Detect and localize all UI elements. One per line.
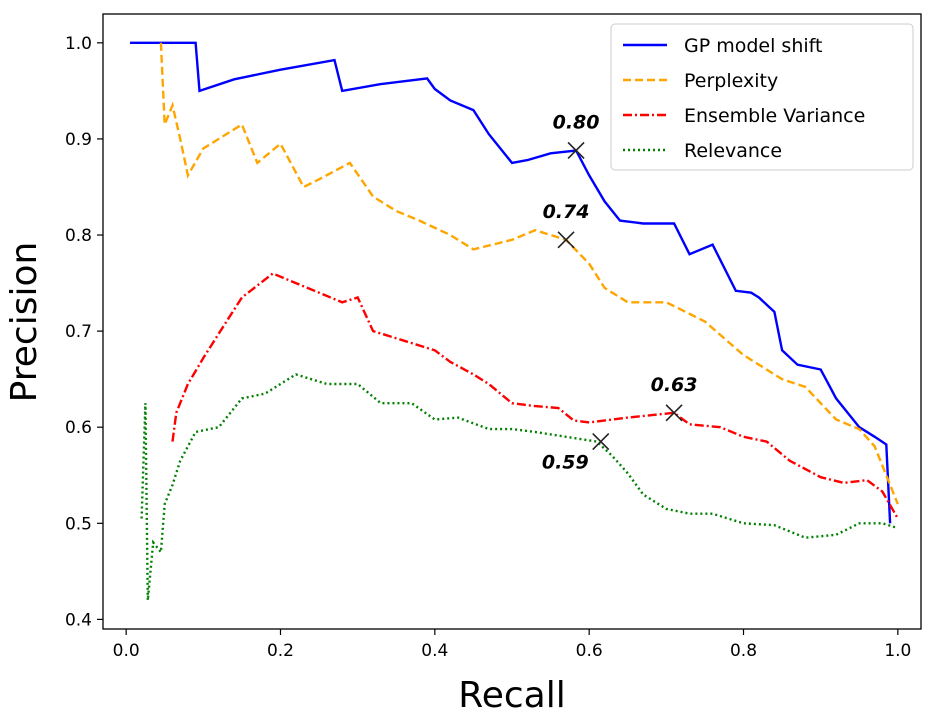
series-line-4 bbox=[140, 373, 899, 601]
plot-area bbox=[130, 41, 899, 601]
y-tick-label: 0.6 bbox=[65, 418, 92, 438]
series-line-2 bbox=[159, 42, 899, 505]
y-tick-label: 0.4 bbox=[65, 610, 92, 630]
legend-item-2: Perplexity bbox=[623, 70, 778, 92]
y-axis: 0.4 0.5 0.6 0.7 0.8 0.9 1.0 bbox=[65, 34, 103, 630]
legend-item-3: Ensemble Variance bbox=[623, 105, 865, 127]
legend-item-4: Relevance bbox=[623, 140, 782, 162]
x-tick-label: 0.2 bbox=[267, 641, 294, 661]
y-tick-label: 0.5 bbox=[65, 514, 92, 534]
legend-label: GP model shift bbox=[684, 35, 822, 57]
y-tick-label: 0.7 bbox=[65, 322, 92, 342]
marker-label: 0.80 bbox=[553, 111, 600, 133]
plot-frame bbox=[102, 13, 922, 630]
legend-label: Relevance bbox=[684, 140, 782, 162]
legend-label: Perplexity bbox=[684, 70, 778, 92]
annotation-markers: 0.80 0.74 0.63 0.59 bbox=[542, 111, 698, 473]
series-layer bbox=[130, 41, 899, 601]
x-tick-label: 0.8 bbox=[730, 641, 757, 661]
x-tick-label: 1.0 bbox=[884, 641, 911, 661]
x-tick-label: 0.4 bbox=[421, 641, 448, 661]
threshold-marker: 0.80 bbox=[553, 111, 600, 160]
series-line-3 bbox=[171, 272, 899, 520]
series-line-1 bbox=[130, 41, 892, 524]
legend-label: Ensemble Variance bbox=[684, 105, 865, 127]
x-tick-label: 0.6 bbox=[576, 641, 603, 661]
legend-item-1: GP model shift bbox=[623, 35, 822, 57]
x-axis-title: Recall bbox=[458, 675, 565, 716]
legend-box bbox=[610, 23, 914, 171]
marker-label: 0.59 bbox=[542, 452, 589, 474]
marker-label: 0.74 bbox=[543, 201, 590, 223]
x-axis: 0.0 0.2 0.4 0.6 0.8 1.0 bbox=[113, 629, 911, 661]
y-tick-label: 1.0 bbox=[65, 34, 92, 54]
threshold-marker: 0.59 bbox=[542, 433, 610, 474]
legend-items: GP model shift Perplexity Ensemble Varianc… bbox=[623, 35, 865, 162]
threshold-marker: 0.74 bbox=[543, 201, 590, 249]
y-tick-label: 0.9 bbox=[65, 130, 92, 150]
y-tick-label: 0.8 bbox=[65, 226, 92, 246]
y-axis-title: Precision bbox=[4, 242, 45, 403]
threshold-marker: 0.63 bbox=[651, 374, 698, 422]
marker-label: 0.63 bbox=[651, 374, 698, 396]
legend: GP model shift Perplexity Ensemble Varianc… bbox=[610, 23, 914, 171]
x-tick-label: 0.0 bbox=[113, 641, 140, 661]
